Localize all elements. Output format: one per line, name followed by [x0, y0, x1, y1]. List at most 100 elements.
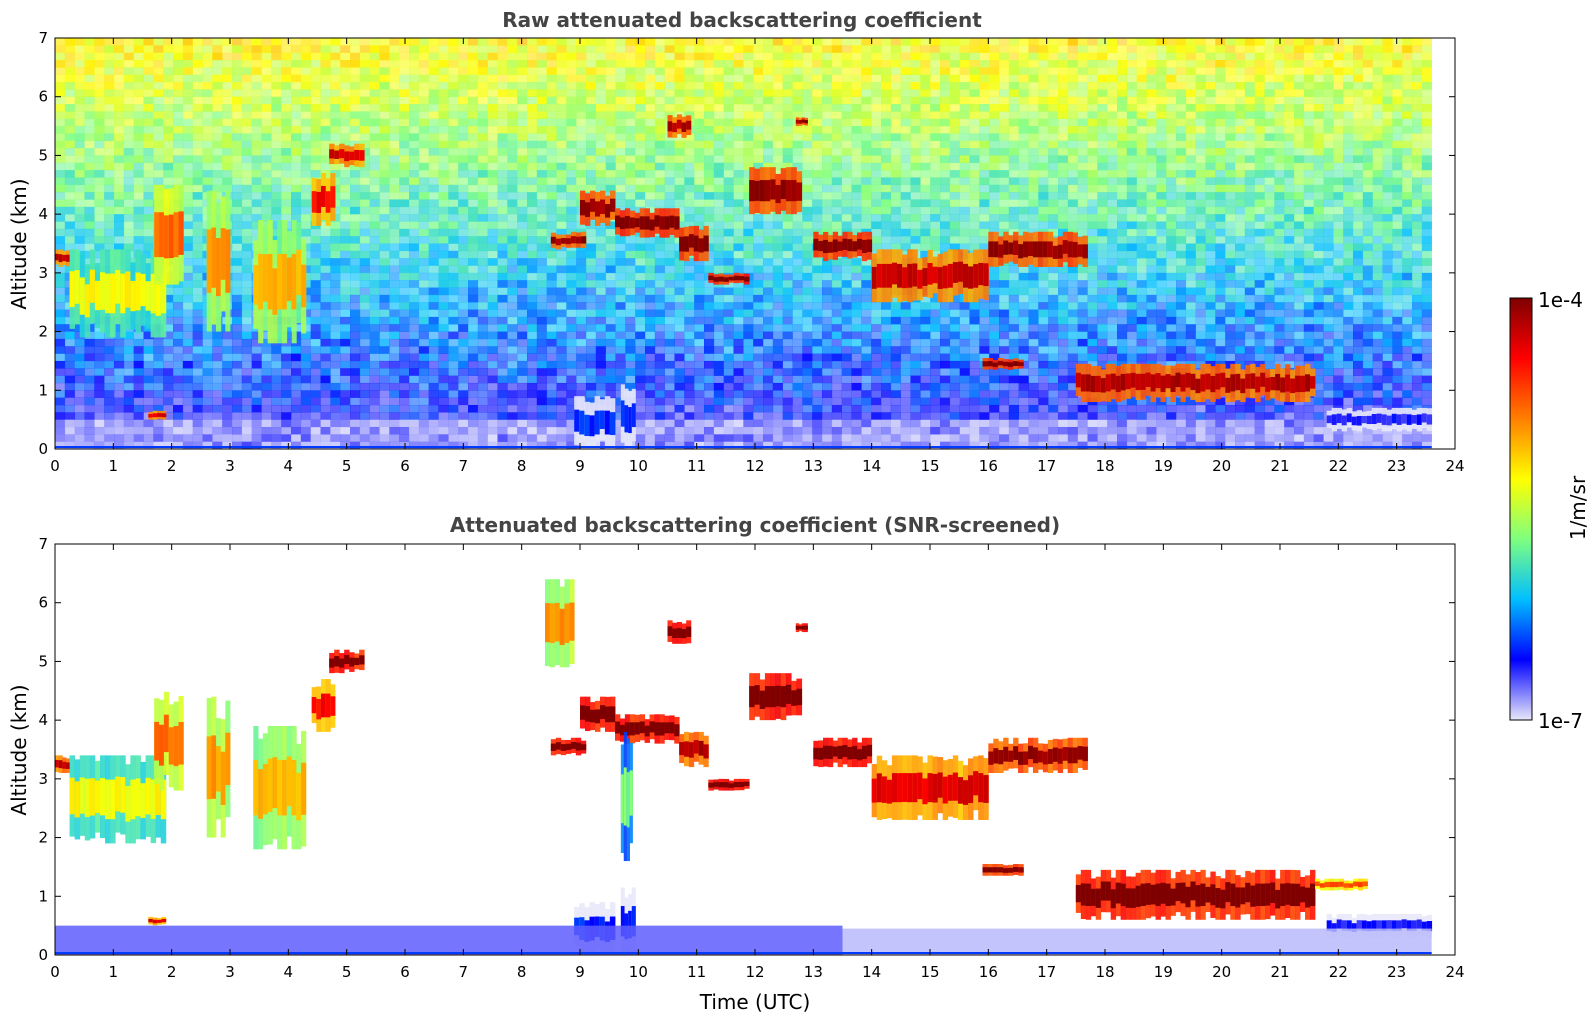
- noise-cell: [241, 60, 252, 68]
- noise-cell: [1136, 52, 1147, 61]
- noise-cell: [1343, 140, 1354, 149]
- noise-cell: [182, 236, 193, 244]
- noise-cell: [1274, 155, 1285, 164]
- noise-cell: [487, 192, 498, 200]
- noise-cell: [310, 38, 321, 46]
- noise-cell: [1235, 74, 1246, 83]
- noise-cell: [940, 45, 951, 53]
- noise-cell: [55, 272, 66, 281]
- noise-cell: [55, 38, 66, 46]
- noise-cell: [890, 52, 901, 61]
- noise-cell: [399, 118, 410, 127]
- noise-cell: [645, 140, 656, 149]
- noise-cell: [64, 82, 75, 90]
- noise-cell: [74, 126, 85, 134]
- noise-cell: [241, 184, 252, 193]
- noise-cell: [792, 126, 803, 134]
- noise-cell: [74, 177, 85, 186]
- noise-cell: [1028, 67, 1039, 75]
- noise-cell: [527, 243, 538, 252]
- noise-cell: [822, 133, 833, 142]
- noise-cell: [822, 74, 833, 83]
- noise-cell: [428, 258, 439, 266]
- noise-cell: [1008, 118, 1019, 127]
- noise-cell: [1107, 67, 1118, 75]
- noise-cell: [566, 52, 577, 61]
- noise-cell: [182, 133, 193, 142]
- noise-cell: [1058, 206, 1069, 215]
- noise-cell: [753, 67, 764, 75]
- noise-cell: [1294, 192, 1305, 200]
- noise-cell: [1353, 236, 1364, 244]
- noise-cell: [517, 214, 528, 222]
- noise-cell: [182, 243, 193, 252]
- noise-cell: [1274, 206, 1285, 215]
- noise-cell: [1294, 148, 1305, 156]
- noise-cell: [1146, 52, 1157, 61]
- noise-cell: [989, 89, 1000, 98]
- noise-cell: [704, 192, 715, 200]
- noise-cell: [232, 236, 243, 244]
- noise-cell: [507, 199, 518, 208]
- noise-cell: [468, 177, 479, 186]
- noise-cell: [310, 74, 321, 83]
- noise-cell: [1362, 221, 1373, 230]
- noise-cell: [497, 140, 508, 149]
- noise-cell: [1205, 111, 1216, 120]
- noise-cell: [182, 74, 193, 83]
- noise-cell: [202, 60, 213, 68]
- noise-cell: [1254, 258, 1265, 266]
- noise-cell: [182, 38, 193, 46]
- noise-cell: [1215, 265, 1226, 274]
- noise-cell: [261, 177, 272, 186]
- noise-cell: [999, 199, 1010, 208]
- noise-cell: [232, 126, 243, 134]
- noise-cell: [546, 177, 557, 186]
- noise-cell: [546, 155, 557, 164]
- noise-cell: [84, 170, 95, 178]
- noise-cell: [1176, 140, 1187, 149]
- noise-cell: [507, 67, 518, 75]
- noise-cell: [536, 162, 547, 171]
- noise-cell: [1166, 118, 1177, 127]
- noise-cell: [1274, 60, 1285, 68]
- noise-cell: [1195, 199, 1206, 208]
- noise-cell: [507, 104, 518, 112]
- noise-cell: [930, 104, 941, 112]
- noise-cell: [1392, 38, 1403, 46]
- noise-cell: [330, 60, 341, 68]
- noise-cell: [654, 192, 665, 200]
- noise-cell: [173, 104, 184, 112]
- noise-cell: [123, 214, 134, 222]
- noise-cell: [143, 118, 154, 127]
- noise-cell: [1402, 258, 1413, 266]
- noise-cell: [1195, 280, 1206, 288]
- noise-cell: [890, 38, 901, 46]
- noise-cell: [684, 258, 695, 266]
- noise-cell: [310, 250, 321, 259]
- noise-cell: [1038, 221, 1049, 230]
- noise-cell: [330, 221, 341, 230]
- noise-cell: [969, 192, 980, 200]
- noise-cell: [556, 96, 567, 105]
- noise-cell: [979, 96, 990, 105]
- noise-cell: [507, 236, 518, 244]
- noise-cell: [507, 89, 518, 98]
- noise-cell: [1126, 96, 1137, 105]
- noise-cell: [1412, 82, 1423, 90]
- noise-cell: [1244, 67, 1255, 75]
- noise-cell: [232, 258, 243, 266]
- noise-cell: [871, 214, 882, 222]
- noise-cell: [1274, 82, 1285, 90]
- noise-cell: [743, 140, 754, 149]
- noise-cell: [1058, 214, 1069, 222]
- noise-cell: [940, 52, 951, 61]
- noise-cell: [497, 118, 508, 127]
- noise-cell: [831, 155, 842, 164]
- noise-cell: [114, 206, 125, 215]
- noise-cell: [1353, 155, 1364, 164]
- noise-cell: [871, 199, 882, 208]
- noise-cell: [182, 184, 193, 193]
- noise-cell: [497, 74, 508, 83]
- noise-cell: [507, 287, 518, 296]
